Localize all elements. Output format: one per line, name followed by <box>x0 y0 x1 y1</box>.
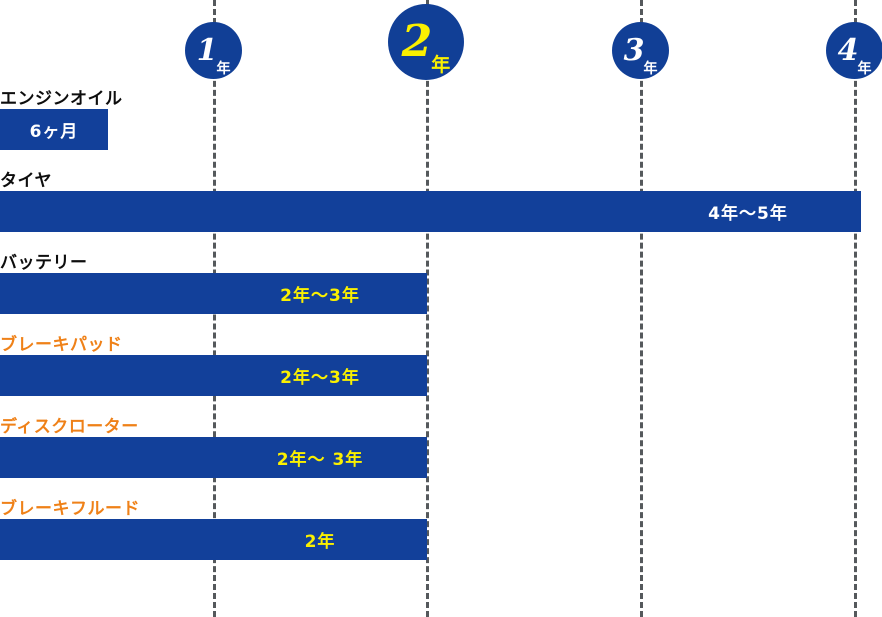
year-marker-4-number: 4 <box>837 32 859 68</box>
row-label-battery: バッテリー <box>0 253 88 273</box>
gridline-year-3 <box>640 0 643 617</box>
year-marker-4: 4 年 <box>826 22 882 79</box>
bar-value-tire: 4年〜5年 <box>708 204 788 224</box>
bar-battery: 2年〜3年 <box>0 273 427 314</box>
bar-value-engine-oil: 6ヶ月 <box>29 122 79 142</box>
gridline-year-2 <box>426 0 429 617</box>
year-marker-3: 3 年 <box>612 22 669 79</box>
year-marker-2-unit: 年 <box>431 54 451 76</box>
bar-engine-oil: 6ヶ月 <box>0 109 108 150</box>
year-marker-3-number: 3 <box>623 32 645 68</box>
year-marker-2: 2 年 <box>388 4 464 80</box>
bar-value-brake-fluid: 2年 <box>304 532 336 552</box>
year-marker-1-unit: 年 <box>216 61 231 77</box>
bar-value-disc-rotor: 2年〜 3年 <box>276 450 364 470</box>
gridline-year-4 <box>854 0 857 617</box>
bar-value-brake-pad: 2年〜3年 <box>280 368 360 388</box>
bar-disc-rotor: 2年〜 3年 <box>0 437 427 478</box>
row-label-engine-oil: エンジンオイル <box>0 89 123 109</box>
year-marker-1-number: 1 <box>196 32 218 68</box>
year-marker-3-unit: 年 <box>643 61 658 77</box>
row-label-disc-rotor: ディスクローター <box>0 417 139 437</box>
bar-tire: 4年〜5年 <box>0 191 861 232</box>
bar-value-battery: 2年〜3年 <box>280 286 360 306</box>
year-marker-1: 1 年 <box>185 22 242 79</box>
row-label-tire: タイヤ <box>0 171 52 191</box>
year-marker-2-number: 2 <box>401 16 433 67</box>
row-label-brake-fluid: ブレーキフルード <box>0 499 140 519</box>
row-label-brake-pad: ブレーキパッド <box>0 335 123 355</box>
year-marker-4-unit: 年 <box>857 61 872 77</box>
bar-brake-fluid: 2年 <box>0 519 427 560</box>
bar-brake-pad: 2年〜3年 <box>0 355 427 396</box>
